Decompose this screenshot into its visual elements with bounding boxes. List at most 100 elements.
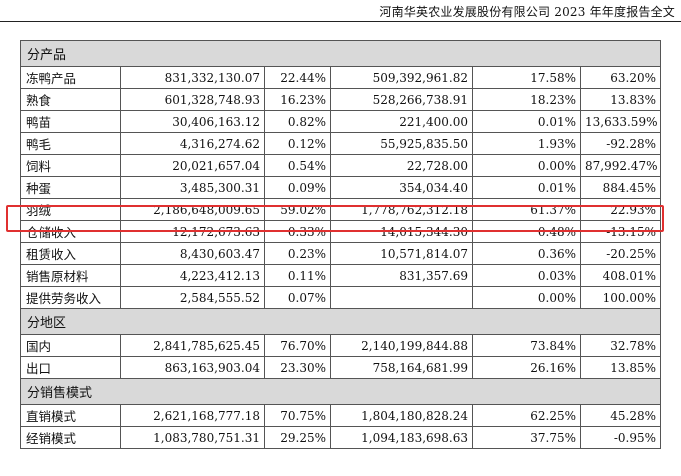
table-row: 销售原材料 4,223,412.13 0.11% 831,357.69 0.03% 408… — [20, 264, 662, 287]
row-name-cell: 租赁收入 — [20, 242, 121, 265]
row-name-cell: 仓储收入 — [20, 220, 121, 243]
table-row: 国内 2,841,785,625.45 76.70% 2,140,199,844.88… — [20, 334, 662, 357]
prev-revenue-cell: 1,778,762,312.18 — [330, 198, 473, 221]
page-header: 河南华英农业发展股份有限公司 2023 年年度报告全文 — [0, 0, 681, 22]
row-name-cell: 羽绒 — [20, 198, 121, 221]
share-cell: 22.44% — [264, 66, 331, 89]
revenue-cell: 2,841,785,625.45 — [120, 334, 265, 357]
change-cell: 408.01% — [579, 264, 662, 287]
row-name-cell: 鸭苗 — [20, 110, 121, 133]
table-row: 鸭毛 4,316,274.62 0.12% 55,925,835.50 1.93% -92… — [20, 132, 662, 155]
row-name-cell: 熟食 — [20, 88, 121, 111]
table-row: 羽绒 2,186,648,009.65 59.02% 1,778,762,312.18… — [20, 198, 662, 221]
section-title: 分产品 — [19, 40, 662, 67]
row-name-cell: 冻鸭产品 — [20, 66, 121, 89]
table-row: 鸭苗 30,406,163.12 0.82% 221,400.00 0.01% 13,63… — [20, 110, 662, 133]
row-name-cell: 经销模式 — [20, 426, 121, 449]
share-cell: 0.12% — [264, 132, 331, 155]
report-title: 河南华英农业发展股份有限公司 2023 年年度报告全文 — [379, 5, 675, 19]
table-row: 饲料 20,021,657.04 0.54% 22,728.00 0.00% 87,992… — [20, 154, 662, 177]
change-cell: 22.93% — [579, 198, 662, 221]
row-name-cell: 出口 — [20, 356, 121, 379]
prev-share-cell: 0.01% — [472, 110, 581, 133]
revenue-cell: 2,186,648,009.65 — [120, 198, 265, 221]
change-cell: 87,992.47% — [579, 154, 662, 177]
share-cell: 0.54% — [264, 154, 331, 177]
change-cell: 13.83% — [579, 88, 662, 111]
section-title: 分地区 — [19, 308, 662, 335]
prev-share-cell: 0.00% — [472, 286, 581, 309]
section-header-row: 分地区 — [19, 308, 662, 335]
revenue-table: 分产品 冻鸭产品 831,332,130.07 22.44% 509,392,961.8… — [19, 40, 662, 449]
section-header-row: 分销售模式 — [19, 378, 662, 405]
share-cell: 16.23% — [264, 88, 331, 111]
prev-share-cell: 0.00% — [472, 154, 581, 177]
change-cell: -92.28% — [579, 132, 662, 155]
prev-revenue-cell: 2,140,199,844.88 — [330, 334, 473, 357]
prev-share-cell: 0.03% — [472, 264, 581, 287]
change-cell: 45.28% — [579, 404, 662, 427]
prev-share-cell: 18.23% — [472, 88, 581, 111]
prev-revenue-cell: 1,094,183,698.63 — [330, 426, 473, 449]
change-cell: 63.20% — [579, 66, 662, 89]
row-name-cell: 国内 — [20, 334, 121, 357]
table-row: 直销模式 2,621,168,777.18 70.75% 1,804,180,828.… — [20, 404, 662, 427]
revenue-cell: 601,328,748.93 — [120, 88, 265, 111]
prev-share-cell: 62.25% — [472, 404, 581, 427]
table-row: 仓储收入 12,172,673.63 0.33% 14,015,344.30 0.48%… — [20, 220, 662, 243]
prev-revenue-cell — [330, 286, 473, 309]
prev-revenue-cell: 528,266,738.91 — [330, 88, 473, 111]
prev-revenue-cell: 221,400.00 — [330, 110, 473, 133]
revenue-cell: 20,021,657.04 — [120, 154, 265, 177]
prev-share-cell: 0.48% — [472, 220, 581, 243]
revenue-cell: 2,621,168,777.18 — [120, 404, 265, 427]
row-name-cell: 种蛋 — [20, 176, 121, 199]
prev-revenue-cell: 758,164,681.99 — [330, 356, 473, 379]
share-cell: 0.09% — [264, 176, 331, 199]
prev-revenue-cell: 509,392,961.82 — [330, 66, 473, 89]
table-row: 经销模式 1,083,780,751.31 29.25% 1,094,183,698.… — [20, 426, 662, 449]
share-cell: 0.11% — [264, 264, 331, 287]
revenue-cell: 3,485,300.31 — [120, 176, 265, 199]
table-row: 种蛋 3,485,300.31 0.09% 354,034.40 0.01% 884.45… — [20, 176, 662, 199]
prev-share-cell: 17.58% — [472, 66, 581, 89]
share-cell: 0.82% — [264, 110, 331, 133]
change-cell: -13.15% — [579, 220, 662, 243]
prev-share-cell: 61.37% — [472, 198, 581, 221]
revenue-cell: 863,163,903.04 — [120, 356, 265, 379]
revenue-cell: 1,083,780,751.31 — [120, 426, 265, 449]
prev-share-cell: 1.93% — [472, 132, 581, 155]
row-name-cell: 提供劳务收入 — [20, 286, 121, 309]
change-cell: 32.78% — [579, 334, 662, 357]
revenue-cell: 4,316,274.62 — [120, 132, 265, 155]
share-cell: 23.30% — [264, 356, 331, 379]
share-cell: 29.25% — [264, 426, 331, 449]
table-row: 提供劳务收入 2,584,555.52 0.07% 0.00% 100.00% — [20, 286, 662, 309]
change-cell: 13,633.59% — [579, 110, 662, 133]
revenue-cell: 4,223,412.13 — [120, 264, 265, 287]
row-name-cell: 销售原材料 — [20, 264, 121, 287]
prev-share-cell: 26.16% — [472, 356, 581, 379]
table-row: 租赁收入 8,430,603.47 0.23% 10,571,814.07 0.36% -… — [20, 242, 662, 265]
prev-revenue-cell: 14,015,344.30 — [330, 220, 473, 243]
change-cell: 100.00% — [579, 286, 662, 309]
revenue-cell: 2,584,555.52 — [120, 286, 265, 309]
table-row: 熟食 601,328,748.93 16.23% 528,266,738.91 18.2… — [20, 88, 662, 111]
change-cell: 884.45% — [579, 176, 662, 199]
section-header-row: 分产品 — [19, 40, 662, 67]
share-cell: 76.70% — [264, 334, 331, 357]
prev-share-cell: 37.75% — [472, 426, 581, 449]
revenue-cell: 8,430,603.47 — [120, 242, 265, 265]
row-name-cell: 饲料 — [20, 154, 121, 177]
prev-share-cell: 0.36% — [472, 242, 581, 265]
change-cell: -20.25% — [579, 242, 662, 265]
share-cell: 70.75% — [264, 404, 331, 427]
share-cell: 0.07% — [264, 286, 331, 309]
section-title: 分销售模式 — [19, 378, 662, 405]
revenue-cell: 30,406,163.12 — [120, 110, 265, 133]
share-cell: 0.33% — [264, 220, 331, 243]
prev-share-cell: 73.84% — [472, 334, 581, 357]
prev-revenue-cell: 1,804,180,828.24 — [330, 404, 473, 427]
row-name-cell: 直销模式 — [20, 404, 121, 427]
prev-share-cell: 0.01% — [472, 176, 581, 199]
